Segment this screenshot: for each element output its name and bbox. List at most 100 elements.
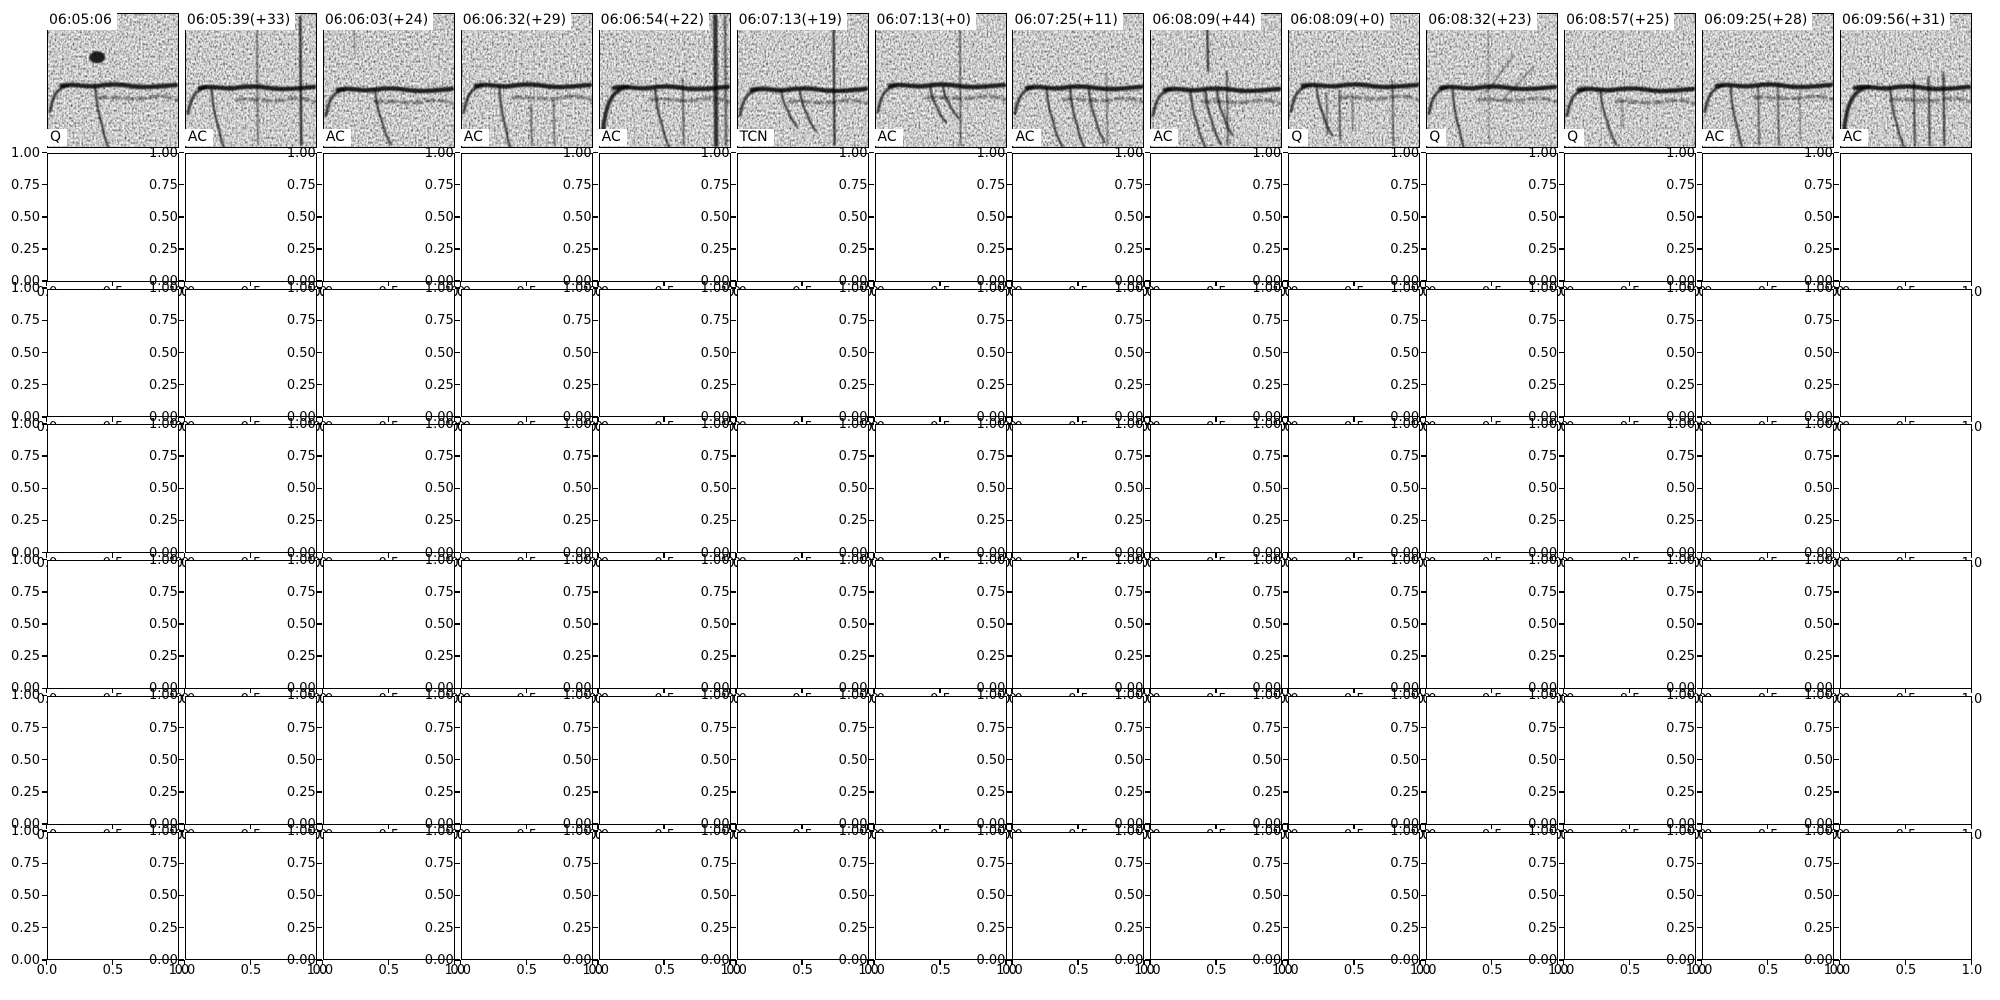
y-tick-label: 0.25 xyxy=(424,784,454,800)
y-tick-label: 1.00 xyxy=(700,824,730,840)
y-tick xyxy=(1420,280,1426,282)
y-tick xyxy=(317,519,323,522)
x-tick xyxy=(1832,416,1835,422)
y-tick-label: 1.00 xyxy=(1666,688,1696,704)
y-tick xyxy=(41,823,47,825)
y-tick xyxy=(1006,623,1012,625)
y-tick xyxy=(1696,519,1702,522)
grid-cell xyxy=(317,830,456,965)
y-tick-label: 0.75 xyxy=(1666,856,1696,872)
y-tick xyxy=(179,823,185,825)
grid-cell xyxy=(731,694,869,830)
y-tick-label: 0.50 xyxy=(11,752,40,768)
y-tick-label: 0.25 xyxy=(1252,920,1282,936)
y-tick xyxy=(731,487,737,490)
y-tick-label: 0.50 xyxy=(976,481,1006,497)
y-tick xyxy=(1144,216,1150,218)
y-tick-label: 1.00 xyxy=(1804,281,1833,297)
x-tick-label: 0.0 xyxy=(726,963,747,979)
y-tick xyxy=(41,623,47,625)
y-tick-label: 0.50 xyxy=(700,617,730,632)
y-tick-label: 0.50 xyxy=(700,752,730,768)
y-tick-label: 0.25 xyxy=(148,377,178,393)
y-tick xyxy=(317,351,323,354)
grid-cell xyxy=(1282,558,1421,694)
y-tick-label: 0.25 xyxy=(1528,513,1558,529)
x-tick-label: 0.5 xyxy=(654,963,676,979)
y-tick-label: 0.00 xyxy=(700,274,730,290)
y-tick-label: 0.50 xyxy=(148,481,178,497)
x-tick xyxy=(1562,281,1565,287)
y-tick xyxy=(1006,687,1012,690)
spectrogram-panel: 06:08:09(+0) Q xyxy=(1285,11,1421,148)
y-tick xyxy=(593,551,599,554)
x-tick xyxy=(873,416,875,422)
x-tick-label: 0.0 xyxy=(588,963,610,979)
spectrogram-class-label: TCN xyxy=(734,129,774,146)
y-tick xyxy=(593,726,599,729)
spectrogram-image xyxy=(737,14,868,147)
y-tick xyxy=(593,830,599,832)
y-tick xyxy=(1144,623,1150,625)
y-tick-label: 0.50 xyxy=(1390,345,1420,361)
y-tick xyxy=(1696,894,1702,897)
grid-cell xyxy=(1420,558,1559,694)
x-tick xyxy=(1904,959,1907,965)
x-tick xyxy=(1838,959,1841,965)
y-tick xyxy=(1420,694,1426,697)
grid-cell xyxy=(1834,151,1973,287)
y-tick xyxy=(1696,687,1702,690)
y-tick xyxy=(41,487,47,490)
x-tick-label: 0.0 xyxy=(174,963,196,979)
y-tick-label: 0.25 xyxy=(976,649,1006,665)
y-tick-label: 1.00 xyxy=(1666,281,1696,297)
y-tick-label: 0.50 xyxy=(148,888,178,904)
y-tick-label: 0.50 xyxy=(1528,481,1558,497)
y-tick xyxy=(593,926,599,929)
y-tick-label: 0.75 xyxy=(1666,449,1696,465)
y-tick xyxy=(1558,687,1564,690)
y-tick xyxy=(1558,623,1564,625)
grid-cell xyxy=(731,151,869,287)
y-tick xyxy=(1420,862,1426,865)
y-tick xyxy=(1282,862,1288,865)
y-tick xyxy=(1834,726,1840,729)
grid-cell xyxy=(1006,830,1145,965)
y-tick xyxy=(317,758,323,761)
y-tick xyxy=(1282,519,1288,522)
y-tick-label: 0.75 xyxy=(700,584,730,600)
x-tick xyxy=(183,688,186,694)
x-tick xyxy=(1287,688,1289,694)
x-tick xyxy=(1215,416,1217,422)
x-tick xyxy=(867,688,869,694)
x-tick xyxy=(663,416,665,422)
y-tick-label: 0.75 xyxy=(700,856,730,872)
x-tick xyxy=(315,688,318,694)
spectrogram-class-label: AC xyxy=(458,129,489,146)
y-tick xyxy=(1696,623,1702,625)
x-tick xyxy=(1353,416,1355,422)
y-tick xyxy=(1144,862,1150,865)
x-tick xyxy=(1005,416,1007,422)
y-tick-label: 0.00 xyxy=(148,952,178,968)
y-tick xyxy=(869,655,875,657)
x-tick xyxy=(1149,416,1151,422)
spectrogram-panel: 06:09:25(+28) AC xyxy=(1699,11,1835,148)
y-tick xyxy=(1006,151,1012,154)
x-tick xyxy=(1700,688,1703,694)
y-tick-label: 0.25 xyxy=(838,920,868,936)
x-tick xyxy=(801,959,803,965)
y-tick xyxy=(1558,151,1564,154)
x-tick xyxy=(1970,281,1973,287)
y-tick xyxy=(1420,926,1426,929)
y-tick xyxy=(1006,551,1012,554)
y-tick xyxy=(455,726,461,729)
y-tick-label: 1.00 xyxy=(1252,416,1282,432)
x-tick xyxy=(1490,552,1493,558)
x-tick xyxy=(729,688,731,694)
grid-cell xyxy=(41,830,180,965)
y-tick xyxy=(455,519,461,522)
spectrogram-image xyxy=(1427,14,1558,147)
x-tick xyxy=(1287,552,1289,558)
x-tick xyxy=(735,688,737,694)
